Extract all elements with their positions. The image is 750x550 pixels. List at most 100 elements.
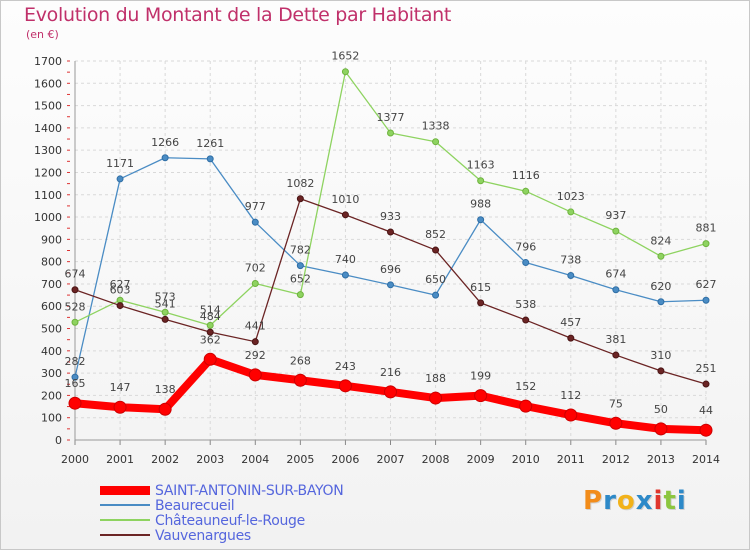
data-label: 740 xyxy=(335,253,356,266)
data-label: 152 xyxy=(515,380,536,393)
data-point xyxy=(519,399,533,413)
x-tick-label: 2014 xyxy=(692,453,720,466)
data-point xyxy=(341,68,349,76)
data-point xyxy=(251,218,259,226)
data-point xyxy=(567,208,575,216)
y-tick-label: 200 xyxy=(41,389,62,402)
data-label: 627 xyxy=(696,278,717,291)
y-tick-label: 100 xyxy=(41,412,62,425)
data-label: 1261 xyxy=(196,137,224,150)
data-label: 528 xyxy=(65,300,86,313)
x-tick-label: 2009 xyxy=(467,453,495,466)
logo-letter: i xyxy=(676,486,687,516)
data-label: 620 xyxy=(650,280,671,293)
data-point xyxy=(522,187,530,195)
data-point xyxy=(206,328,214,336)
data-label: 188 xyxy=(425,372,446,385)
y-tick-label: 1000 xyxy=(34,211,62,224)
data-label: 674 xyxy=(65,268,86,281)
data-label: 1163 xyxy=(467,159,495,172)
data-label: 652 xyxy=(290,273,311,286)
data-label: 310 xyxy=(650,349,671,362)
data-label: 603 xyxy=(110,284,131,297)
data-point xyxy=(474,389,488,403)
data-point xyxy=(477,177,485,185)
x-tick-label: 2010 xyxy=(512,453,540,466)
x-tick-label: 2004 xyxy=(241,453,269,466)
data-point xyxy=(432,246,440,254)
data-point xyxy=(522,259,530,267)
data-point xyxy=(71,373,79,381)
y-tick-label: 1100 xyxy=(34,189,62,202)
data-point xyxy=(341,211,349,219)
data-point xyxy=(248,368,262,382)
y-tick-label: 1300 xyxy=(34,144,62,157)
data-label: 457 xyxy=(560,316,581,329)
y-tick-label: 1200 xyxy=(34,166,62,179)
data-point xyxy=(251,279,259,287)
data-label: 199 xyxy=(470,370,491,383)
x-tick-label: 2011 xyxy=(557,453,585,466)
data-label: 441 xyxy=(245,320,266,333)
data-label: 138 xyxy=(155,383,176,396)
data-label: 216 xyxy=(380,366,401,379)
data-point xyxy=(612,286,620,294)
data-point xyxy=(609,416,623,430)
x-tick-label: 2012 xyxy=(602,453,630,466)
data-label: 1338 xyxy=(422,120,450,133)
data-point xyxy=(203,352,217,366)
data-label: 243 xyxy=(335,360,356,373)
legend-label: Châteauneuf-le-Rouge xyxy=(155,513,305,529)
data-label: 75 xyxy=(609,397,623,410)
axes: 0 100 200 300 400 500 600 700 800 900 1000 1100 1200… xyxy=(34,55,720,466)
data-label: 977 xyxy=(245,200,266,213)
data-point xyxy=(699,423,713,437)
y-tick-label: 900 xyxy=(41,233,62,246)
data-label: 933 xyxy=(380,210,401,223)
data-label: 541 xyxy=(155,297,176,310)
data-point xyxy=(161,315,169,323)
data-label: 573 xyxy=(155,290,176,303)
logo-letter: r xyxy=(603,486,617,516)
data-label: 514 xyxy=(200,303,221,316)
data-point xyxy=(477,299,485,307)
data-labels: 282 1171 1266 1261 977 782 740 696 650 988 796 738 6… xyxy=(65,50,717,417)
data-label: 268 xyxy=(290,354,311,367)
legend-label: SAINT-ANTONIN-SUR-BAYON xyxy=(155,483,344,499)
data-point xyxy=(71,318,79,326)
data-point xyxy=(654,422,668,436)
x-tick-label: 2003 xyxy=(196,453,224,466)
data-point xyxy=(338,379,352,393)
data-point xyxy=(432,138,440,146)
data-point xyxy=(387,281,394,289)
data-label: 702 xyxy=(245,261,266,274)
data-label: 824 xyxy=(650,234,671,247)
data-point xyxy=(206,155,214,163)
data-label: 1171 xyxy=(106,157,134,170)
series-layer xyxy=(68,68,713,437)
y-tick-label: 300 xyxy=(41,367,62,380)
data-point xyxy=(296,291,304,299)
data-point xyxy=(116,302,124,310)
data-label: 251 xyxy=(696,362,717,375)
legend-swatch xyxy=(100,519,150,521)
data-point xyxy=(384,385,397,399)
data-label: 627 xyxy=(110,278,131,291)
x-tick-label: 2001 xyxy=(106,453,134,466)
data-label: 292 xyxy=(245,349,266,362)
data-point xyxy=(657,252,665,260)
legend-swatch xyxy=(100,504,150,506)
data-label: 782 xyxy=(290,244,311,257)
y-tick-label: 500 xyxy=(41,323,62,336)
data-point xyxy=(564,408,578,422)
data-point xyxy=(293,373,307,387)
data-label: 381 xyxy=(605,333,626,346)
data-point xyxy=(158,402,172,416)
data-point xyxy=(567,334,575,342)
data-label: 650 xyxy=(425,273,446,286)
legend-label: Vauvenargues xyxy=(155,528,251,544)
data-point xyxy=(477,216,485,224)
data-point xyxy=(206,321,214,329)
y-tick-label: 800 xyxy=(41,256,62,269)
data-point xyxy=(387,228,394,236)
